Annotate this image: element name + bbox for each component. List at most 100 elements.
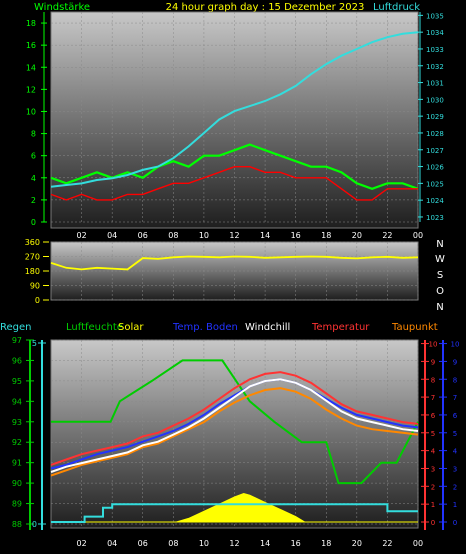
legend-regen: Regen	[0, 322, 32, 333]
pressure-tick-label: 1030	[426, 96, 444, 104]
temperature-tick-label: 7	[431, 394, 435, 402]
wind-x-tick-label: 14	[260, 231, 270, 240]
humidity-tick-label: 89	[12, 500, 22, 509]
humidity-tick-label: 90	[12, 479, 22, 488]
humidity-tick-label: 92	[12, 438, 22, 447]
temp-x-tick-label: 02	[76, 539, 86, 548]
wind-x-tick-label: 02	[76, 231, 86, 240]
humidity-tick-label: 88	[12, 520, 22, 529]
temperature-tick-label: 0	[431, 519, 435, 527]
direction-tick-label: 0	[35, 296, 40, 305]
wind-x-tick-label: 22	[382, 231, 392, 240]
temperature-tick-label: 3	[431, 465, 435, 473]
pressure-tick-label: 1033	[426, 46, 444, 54]
pressure-tick-label: 1023	[426, 214, 444, 222]
direction-tick-label: 360	[25, 238, 40, 247]
temp-x-tick-label: 00	[413, 539, 423, 548]
pressure-axis-title: Luftdruck	[373, 2, 420, 13]
wind-direction-line	[50, 255, 419, 271]
soil-tick-label: 3	[453, 465, 457, 473]
pressure-tick-label: 1032	[426, 63, 444, 71]
temp-x-tick-label: 18	[321, 539, 331, 548]
pressure-tick-label: 1031	[426, 80, 444, 88]
temp-x-tick-label: 12	[229, 539, 239, 548]
soil-tick-label: 5	[453, 430, 457, 438]
wind-axis-title: Windstärke	[34, 2, 90, 13]
temperature-tick-label: 2	[431, 483, 435, 491]
temp-x-tick-label: 22	[382, 539, 392, 548]
wind-x-tick-label: 18	[321, 231, 331, 240]
pressure-tick-label: 1027	[426, 147, 444, 155]
soil-tick-label: 10	[451, 341, 460, 349]
humidity-tick-label: 91	[12, 459, 22, 468]
soil-tick-label: 4	[453, 448, 458, 456]
legend-solar: Solar	[118, 322, 144, 333]
soil-tick-label: 7	[453, 394, 457, 402]
legend-temperatur: Temperatur	[311, 322, 370, 333]
temp-x-tick-label: 06	[138, 539, 148, 548]
soil-tick-label: 0	[453, 519, 457, 527]
compass-label: O	[436, 286, 444, 297]
humidity-tick-label: 96	[12, 356, 22, 365]
humidity-line	[51, 359, 419, 485]
temperature-tick-label: 9	[431, 358, 435, 366]
wind-tick-label: 8	[31, 130, 36, 139]
temp-x-tick-label: 08	[168, 539, 178, 548]
wind-x-tick-label: 12	[229, 231, 239, 240]
solar-area	[51, 492, 418, 523]
pressure-tick-label: 1026	[426, 164, 444, 172]
wind-tick-label: 12	[26, 85, 36, 94]
wind-tick-label: 2	[31, 196, 36, 205]
wind-x-tick-label: 04	[107, 231, 117, 240]
pressure-tick-label: 1035	[426, 12, 444, 20]
pressure-tick-label: 1028	[426, 130, 444, 138]
soil-tick-label: 1	[453, 501, 457, 509]
direction-tick-label: 270	[25, 253, 40, 262]
wind-tick-label: 4	[31, 174, 36, 183]
rain-line	[51, 503, 418, 523]
humidity-tick-label: 94	[12, 397, 22, 406]
wind-tick-label: 14	[26, 63, 36, 72]
pressure-tick-label: 1029	[426, 113, 444, 121]
temp-x-tick-label: 14	[260, 539, 270, 548]
wind-x-tick-label: 16	[291, 231, 301, 240]
soil-tick-label: 2	[453, 483, 457, 491]
wind-gust-line	[50, 166, 418, 201]
soil-tick-label: 9	[453, 358, 457, 366]
page-title: 24 hour graph day : 15 Dezember 2023	[166, 2, 365, 13]
temp-x-tick-label: 20	[352, 539, 362, 548]
wind-x-tick-label: 20	[352, 231, 362, 240]
legend-temp-boden: Temp. Boden	[172, 322, 238, 333]
compass-label: S	[437, 270, 443, 281]
pressure-line	[50, 31, 419, 188]
wind-x-tick-label: 08	[168, 231, 178, 240]
temperature-line	[50, 371, 419, 466]
wind-x-tick-label: 00	[413, 231, 423, 240]
temp-x-tick-label: 10	[199, 539, 209, 548]
compass-label: N	[436, 239, 443, 250]
wind-tick-label: 18	[26, 19, 36, 28]
wind-tick-label: 16	[26, 41, 36, 50]
humidity-tick-label: 95	[12, 377, 22, 386]
soil-tick-label: 6	[453, 412, 458, 420]
direction-tick-label: 90	[30, 282, 40, 291]
humidity-tick-label: 97	[12, 336, 22, 345]
temperature-tick-label: 5	[431, 430, 435, 438]
temperature-tick-label: 1	[431, 501, 435, 509]
humidity-tick-label: 93	[12, 418, 22, 427]
wind-tick-label: 0	[31, 218, 36, 227]
pressure-tick-label: 1024	[426, 197, 444, 205]
legend-taupunkt: Taupunkt	[391, 322, 438, 333]
compass-label: W	[435, 254, 445, 265]
pressure-tick-label: 1025	[426, 180, 444, 188]
temperature-tick-label: 4	[431, 448, 436, 456]
windchill-line	[50, 378, 419, 473]
rain-tick-label: 5	[32, 339, 37, 348]
temperature-tick-label: 8	[431, 376, 435, 384]
temp-x-tick-label: 16	[291, 539, 301, 548]
legend-windchill: Windchill	[245, 322, 290, 333]
wind-x-tick-label: 10	[199, 231, 209, 240]
soil-temperature-line	[50, 378, 419, 470]
